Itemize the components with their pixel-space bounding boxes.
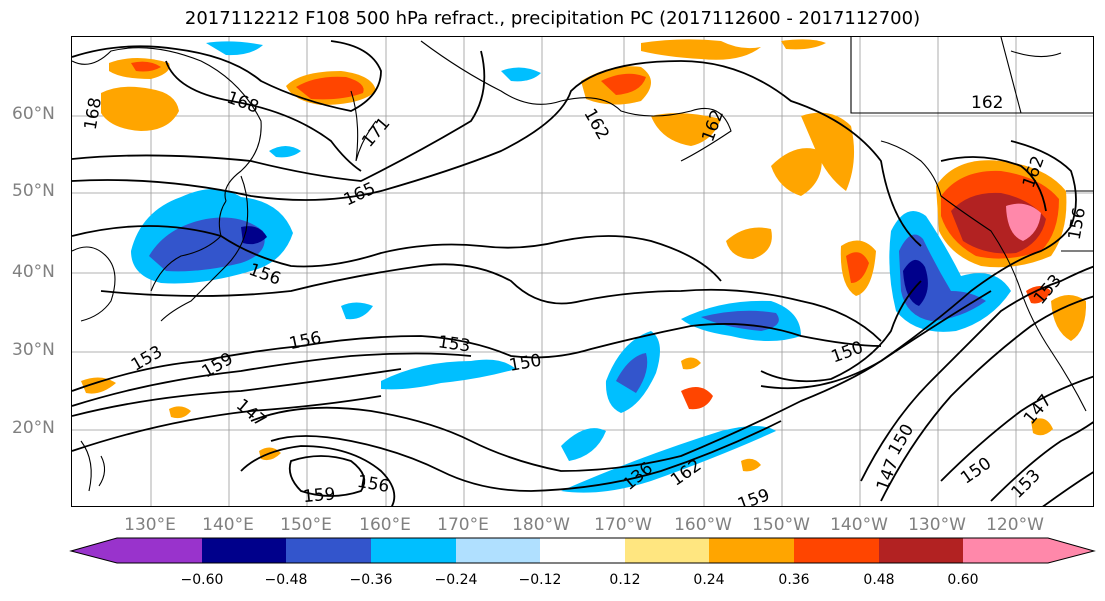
- colorbar-swatch: [371, 538, 456, 563]
- contour-label: 150: [885, 421, 919, 459]
- contour-label: 153: [128, 342, 166, 376]
- lat-label-50n: 50°N: [12, 181, 55, 201]
- map-panel: 168 168 171 162 162 162 165 156 156 156 …: [71, 36, 1094, 507]
- colorbar-swatch: [286, 538, 371, 563]
- contour-label: 156: [1065, 206, 1090, 241]
- lon-label-140e: 140°E: [202, 515, 254, 535]
- colorbar-tick-label: −0.12: [518, 572, 562, 588]
- lon-label-180w: 180°W: [512, 515, 570, 535]
- lon-label-140w: 140°W: [830, 515, 888, 535]
- colorbar-tick-label: −0.60: [180, 572, 224, 588]
- lon-label-170e: 170°E: [437, 515, 489, 535]
- contour-label: 147: [232, 395, 270, 431]
- colorbar-swatch: [202, 538, 286, 563]
- contour-label: 168: [224, 88, 261, 118]
- colorbar-tick-label: 0.60: [947, 572, 979, 588]
- contour-label: 159: [735, 485, 772, 507]
- colorbar-tick-label: −0.36: [349, 572, 393, 588]
- colorbar-swatch: [1048, 538, 1094, 563]
- colorbar-swatch: [540, 538, 625, 563]
- lon-label-150e: 150°E: [280, 515, 332, 535]
- colorbar-tick-label: 0.48: [863, 572, 895, 588]
- colorbar-swatch: [456, 538, 540, 563]
- contour-label: 156: [246, 260, 283, 290]
- colorbar-tick-label: 0.12: [609, 572, 641, 588]
- map-title: 2017112212 F108 500 hPa refract., precip…: [184, 8, 921, 29]
- contour-label: 168: [81, 96, 106, 131]
- colorbar-swatch: [709, 538, 794, 563]
- contour-label: 147: [1020, 391, 1056, 429]
- colorbar-tick-label: −0.48: [264, 572, 308, 588]
- map-canvas: 168 168 171 162 162 162 165 156 156 156 …: [72, 37, 1093, 507]
- colorbar-frame: [69, 537, 1096, 564]
- lon-label-120w: 120°W: [986, 515, 1044, 535]
- contour-label: 162: [579, 105, 613, 143]
- lat-label-60n: 60°N: [12, 104, 55, 124]
- height-contours: [72, 40, 1093, 506]
- contour-label: 162: [971, 93, 1003, 113]
- colorbar-tick-label: 0.24: [693, 572, 725, 588]
- colorbar-tick-label: −0.24: [434, 572, 478, 588]
- contour-label: 171: [358, 114, 394, 152]
- colorbar-swatch: [625, 538, 709, 563]
- contour-label: 153: [437, 332, 472, 356]
- lon-label-160e: 160°E: [359, 515, 411, 535]
- contour-label: 153: [1008, 466, 1045, 503]
- contour-label: 150: [508, 351, 543, 376]
- colorbar-swatches: [71, 538, 1094, 563]
- coastlines: [72, 37, 1093, 492]
- lon-label-130e: 130°E: [124, 515, 176, 535]
- colorbar-tick-label: 0.36: [778, 572, 810, 588]
- lat-label-30n: 30°N: [12, 340, 55, 360]
- contour-label: 165: [341, 179, 379, 211]
- shade-orange-nw: [101, 86, 179, 131]
- lon-label-170w: 170°W: [594, 515, 652, 535]
- lat-label-40n: 40°N: [12, 262, 55, 282]
- shaded-fields: [81, 39, 1087, 493]
- contour-label: 162: [698, 107, 728, 144]
- colorbar-swatch: [71, 538, 117, 563]
- lon-label-150w: 150°W: [752, 515, 810, 535]
- colorbar-swatch: [963, 538, 1048, 563]
- colorbar-swatch: [117, 538, 202, 563]
- lon-label-130w: 130°W: [908, 515, 966, 535]
- colorbar: [69, 537, 1096, 564]
- contour-label: 156: [287, 328, 323, 354]
- contour-label: 159: [199, 349, 237, 383]
- lat-label-20n: 20°N: [12, 418, 55, 438]
- colorbar-swatch: [794, 538, 879, 563]
- contour-label: 147: [873, 456, 903, 493]
- lon-label-160w: 160°W: [674, 515, 732, 535]
- contour-label: 159: [302, 484, 336, 507]
- contour-label: 156: [355, 472, 390, 497]
- colorbar-swatch: [879, 538, 963, 563]
